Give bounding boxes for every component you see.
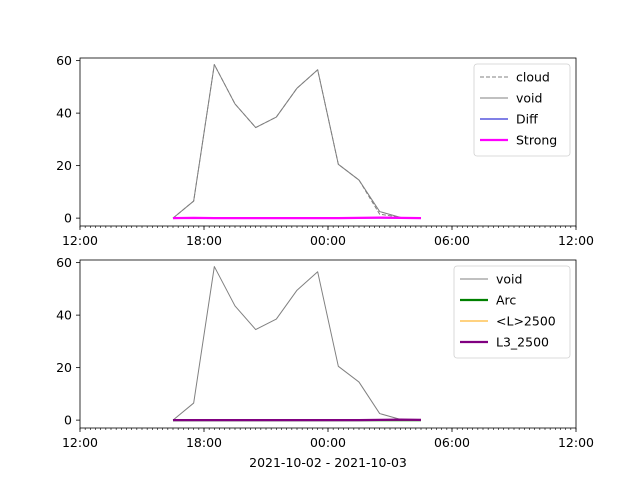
legend-label: Arc: [496, 293, 516, 308]
x-tick-label: 18:00: [186, 233, 222, 248]
legend-label: <L>2500: [496, 314, 556, 329]
legend-label: Strong: [516, 133, 557, 148]
legend-label: void: [516, 91, 542, 106]
legend-label: void: [496, 272, 522, 287]
series-line-void: [172, 64, 422, 219]
legend-label: L3_2500: [496, 335, 549, 350]
y-tick-label: 20: [56, 360, 72, 375]
x-tick-label: 12:00: [62, 233, 98, 248]
x-tick-label: 06:00: [434, 435, 470, 450]
y-tick-label: 60: [56, 255, 72, 270]
x-tick-label: 00:00: [310, 233, 346, 248]
y-tick-label: 40: [56, 106, 72, 121]
y-tick-label: 0: [64, 211, 72, 226]
x-tick-label: 06:00: [434, 233, 470, 248]
y-tick-label: 40: [56, 308, 72, 323]
series-line-void: [172, 266, 422, 421]
x-tick-label: 12:00: [558, 233, 594, 248]
y-tick-label: 60: [56, 53, 72, 68]
legend-label: Diff: [516, 112, 538, 127]
axes-frame: [79, 259, 577, 429]
x-tick-label: 12:00: [558, 435, 594, 450]
legend-label: cloud: [516, 70, 550, 85]
axes-frame: [79, 57, 577, 227]
series-line-l3-2500: [173, 418, 422, 422]
chart-panel-1: 12:00 18:00 00:00 06:00 12:00 0 20 40 60 cloud voi…: [56, 53, 594, 248]
chart-panel-2: 12:00 18:00 00:00 06:00 12:00 0 20 40 60 void Arc <…: [56, 255, 594, 470]
series-line-strong: [172, 216, 422, 220]
y-tick-label: 20: [56, 158, 72, 173]
x-axis-label: 2021-10-02 - 2021-10-03: [249, 455, 407, 470]
legend-box: [453, 265, 571, 359]
legend: cloud void Diff Strong: [473, 63, 571, 157]
x-tick-label: 00:00: [310, 435, 346, 450]
x-tick-label: 12:00: [62, 435, 98, 450]
x-tick-label: 18:00: [186, 435, 222, 450]
legend-box: [473, 63, 571, 157]
legend: void Arc <L>2500 L3_2500: [453, 265, 571, 359]
y-tick-label: 0: [64, 413, 72, 428]
